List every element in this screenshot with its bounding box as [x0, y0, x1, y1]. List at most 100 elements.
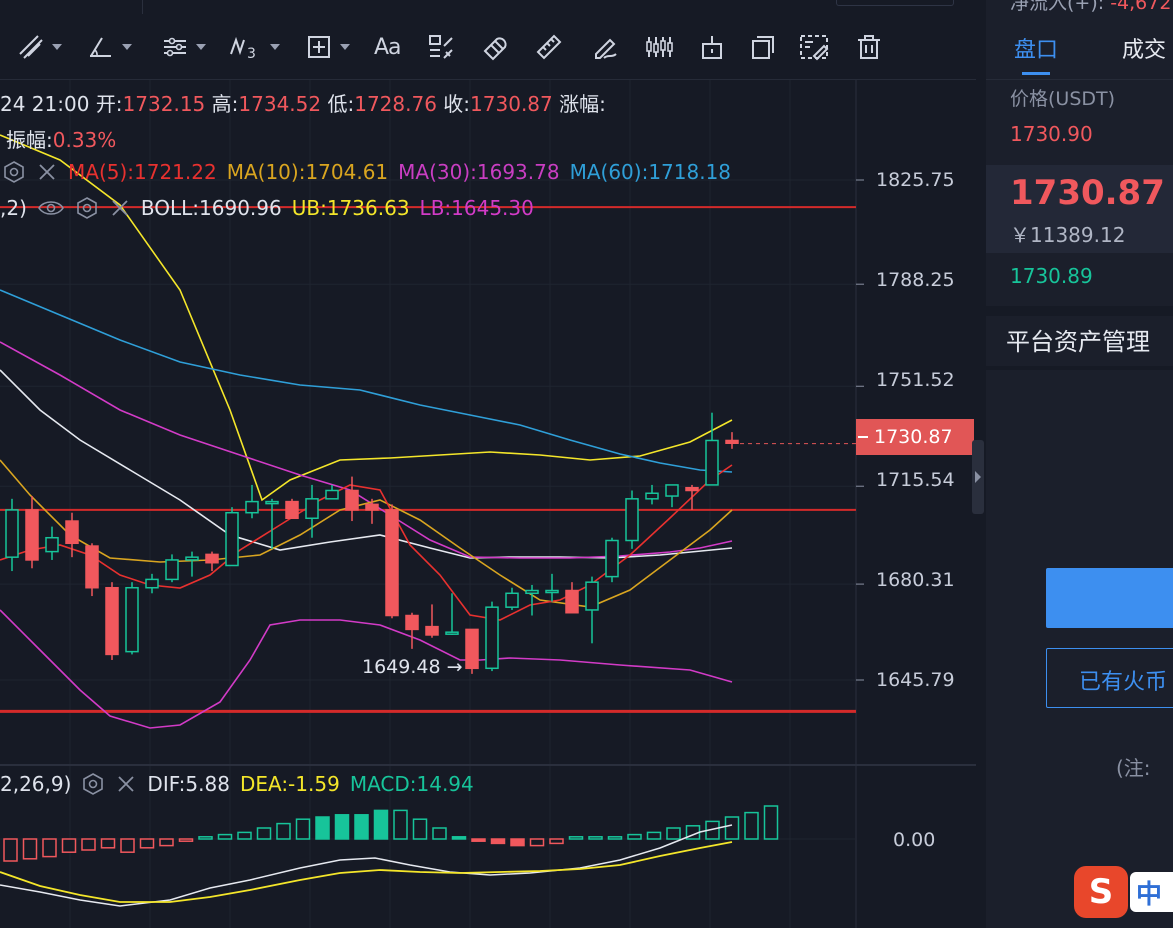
screenshot-tool-button[interactable] [798, 32, 832, 62]
candle-body [345, 489, 359, 511]
top-divider [142, 0, 143, 14]
indicator-tool-button[interactable] [644, 32, 676, 62]
existing-account-button[interactable]: 已有火币 [1046, 648, 1173, 708]
eye-icon[interactable] [37, 197, 65, 219]
price-axis-label: 1788.25 [876, 269, 955, 291]
high-value: 1734.52 [238, 92, 322, 116]
candlestick-chart[interactable] [0, 80, 976, 928]
macd-bar [471, 838, 486, 842]
ime-mode-label: 中 [1130, 872, 1173, 912]
chart-area[interactable]: 24 21:00 开:1732.15 高:1734.52 低:1728.76 收… [0, 80, 976, 928]
candle-body [325, 489, 339, 500]
macd-bar [763, 805, 779, 840]
trend-line-tool-button[interactable] [16, 32, 62, 62]
candle-body [725, 439, 739, 445]
close-icon[interactable] [36, 161, 58, 183]
chevron-down-icon [196, 44, 206, 50]
low-label: 低: [327, 92, 355, 116]
ohlc-legend: 24 21:00 开:1732.15 高:1734.52 低:1728.76 收… [0, 88, 606, 117]
brush-icon [595, 38, 617, 59]
primary-action-button[interactable] [1046, 568, 1173, 628]
chevron-down-icon [340, 44, 350, 50]
ruler-tool-button[interactable] [534, 32, 564, 62]
close-icon[interactable] [115, 773, 137, 795]
candle-body [425, 625, 439, 636]
macd-bar [549, 838, 564, 845]
pattern-tool-button[interactable] [426, 32, 456, 62]
open-value: 1732.15 [122, 92, 206, 116]
candle-body [25, 509, 39, 561]
net-inflow: 净流入(+): -4,672 [1010, 0, 1171, 15]
asset-management-title: 平台资产管理 [1006, 328, 1150, 356]
ma5-value: MA(5):1721.22 [68, 160, 217, 184]
macd-bar [237, 831, 252, 840]
ma60-value: MA(60):1718.18 [569, 160, 732, 184]
settings-hex-icon[interactable] [75, 196, 99, 220]
bid-price[interactable]: 1730.89 [1010, 264, 1093, 288]
ma5-line [0, 464, 733, 621]
macd-bar [451, 836, 467, 840]
macd-dif-line [0, 824, 733, 907]
angle-tool-button[interactable] [86, 32, 132, 62]
macd-value: MACD:14.94 [349, 772, 474, 796]
collapse-panel-handle[interactable] [972, 440, 984, 514]
measure-tool-button[interactable] [304, 32, 350, 62]
macd-bar [490, 838, 506, 845]
candle-body [485, 606, 499, 670]
horizontal-lines-tool-button[interactable] [160, 32, 206, 62]
ma10-value: MA(10):1704.61 [226, 160, 389, 184]
layers-tool-button[interactable] [748, 32, 778, 62]
macd-bar [315, 816, 330, 840]
text-tool-button[interactable]: Aa [374, 32, 402, 62]
settings-hex-icon[interactable] [81, 772, 105, 796]
brush-tool-button[interactable] [590, 32, 620, 62]
macd-bar [295, 818, 311, 840]
last-price-tag: 1730.87 [856, 419, 974, 455]
macd-bar [607, 836, 623, 840]
top-tab-stub[interactable] [836, 0, 954, 6]
boll-params: ,2) [0, 196, 27, 220]
candle-body [305, 498, 319, 520]
close-icon[interactable] [109, 197, 131, 219]
low-value: 1728.76 [354, 92, 437, 116]
chevron-down-icon [270, 44, 280, 50]
magnet-tool-button[interactable] [480, 32, 510, 62]
candle-body [65, 520, 79, 545]
ime-badge[interactable]: S 中 [1074, 866, 1173, 918]
candle-body [105, 586, 119, 656]
ruler-icon [536, 34, 562, 60]
net-inflow-value: -4,672 [1110, 0, 1172, 14]
macd-bar [42, 838, 57, 858]
amplitude-value: 0.33% [52, 128, 117, 152]
ask-price[interactable]: 1730.90 [1010, 122, 1093, 146]
boll-lower-line [0, 609, 733, 729]
amplitude-legend: 振幅:0.33% [6, 124, 116, 153]
price-axis-label: 1751.52 [876, 369, 955, 391]
macd-bar [334, 814, 350, 840]
wave-tool-button[interactable]: 3 [228, 32, 280, 62]
candle-body [205, 553, 219, 564]
macd-bar [61, 838, 77, 853]
settings-hex-icon[interactable] [0, 160, 26, 184]
last-price: 1730.87 [1010, 173, 1165, 213]
horizontal-lines-icon [164, 37, 186, 57]
close-label: 收: [443, 92, 471, 116]
candle-body [245, 500, 259, 514]
tab-orderbook[interactable]: 盘口 [1014, 32, 1058, 75]
trash-icon [858, 35, 880, 59]
lock-tool-button[interactable] [700, 32, 724, 62]
trash-tool-button[interactable] [854, 32, 884, 62]
macd-bar [198, 836, 213, 840]
macd-dea-line [0, 841, 733, 903]
candle-body [385, 509, 399, 617]
candle-body [405, 614, 419, 631]
ma60-line [0, 289, 733, 473]
ma10-line [0, 459, 733, 608]
amplitude-label: 振幅: [6, 128, 53, 152]
macd-bar [744, 811, 759, 840]
layers-icon [752, 36, 774, 59]
macd-bar [178, 838, 194, 842]
tab-trades[interactable]: 成交 [1122, 38, 1167, 63]
pattern-icon [429, 35, 453, 59]
candle-body [365, 503, 379, 511]
